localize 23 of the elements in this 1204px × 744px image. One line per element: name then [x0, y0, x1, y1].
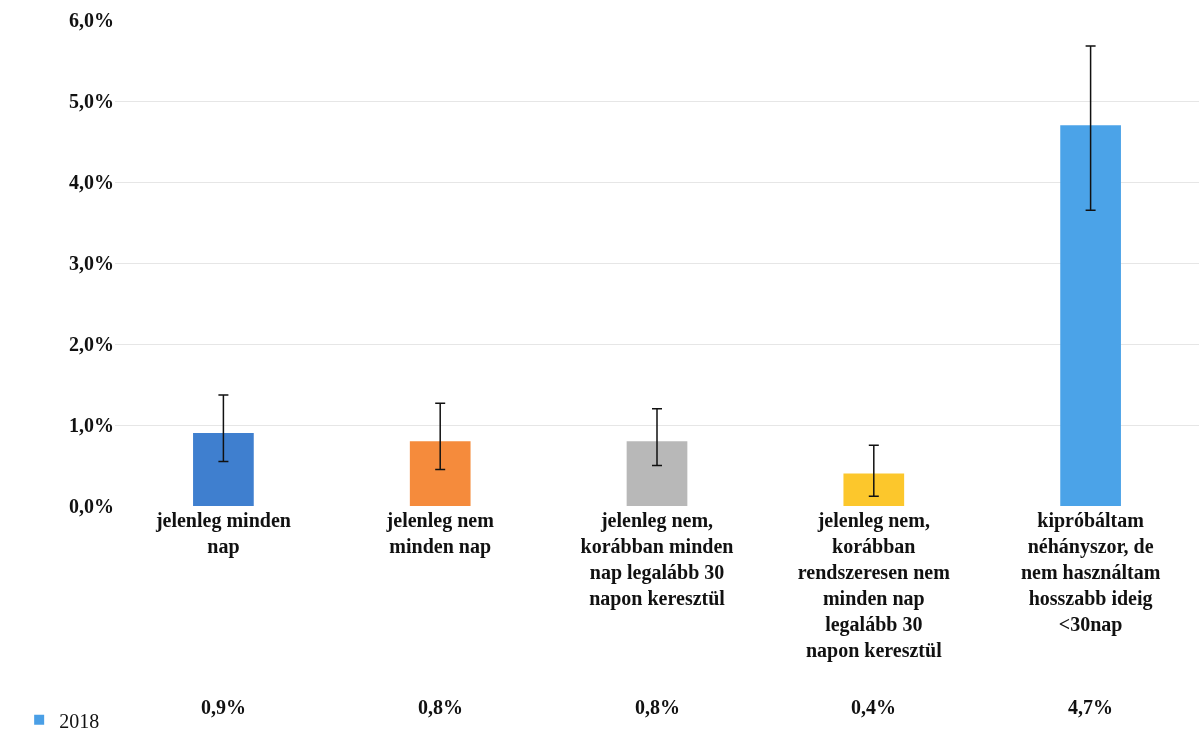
legend-label: 2018: [59, 709, 100, 732]
bar: [409, 441, 471, 506]
x-tick-label: kipróbáltam néhányszor, de nem használtam hosszabb ideig <30nap: [1020, 509, 1161, 636]
y-tick-label: 4,0%: [69, 171, 114, 193]
bar: [1060, 125, 1121, 506]
y-tick-label: 3,0%: [69, 252, 114, 274]
x-tick-label: jelenleg nem, korábban rendszeresen nem minden nap legalább 30 napon keresztül: [797, 509, 951, 662]
data-label: 0,8%: [418, 696, 463, 718]
y-tick-label: 5,0%: [69, 90, 114, 112]
bar: [626, 441, 688, 506]
y-tick-label: 1,0%: [69, 414, 114, 436]
x-tick-label: jelenleg minden nap: [154, 509, 291, 558]
y-tick-label: 0,0%: [69, 495, 114, 517]
data-label: 0,4%: [851, 696, 896, 718]
bar: [843, 473, 905, 506]
bar: [193, 433, 254, 506]
data-label: 0,9%: [201, 696, 246, 718]
data-label: 0,8%: [635, 696, 680, 718]
x-tick-label: jelenleg nem, korábban minden nap legalább 30 napon keresztül: [580, 509, 734, 610]
y-tick-label: 6,0%: [69, 9, 114, 31]
y-tick-label: 2,0%: [69, 333, 114, 355]
data-label: 4,7%: [1068, 696, 1113, 718]
x-tick-label: jelenleg nem minden nap: [385, 509, 495, 558]
